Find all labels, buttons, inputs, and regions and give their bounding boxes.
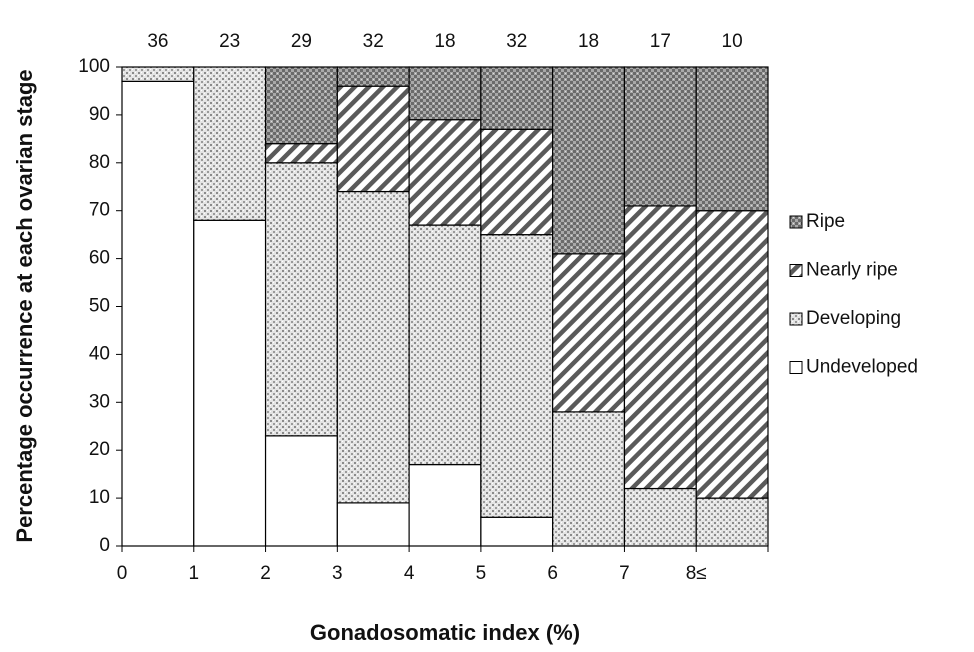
bar-segment: [264, 143, 338, 164]
x-tick-label: 8≤: [686, 563, 707, 584]
bar-segment: [264, 435, 338, 547]
y-tick-label: 80: [89, 152, 110, 173]
bar-segment: [408, 224, 482, 466]
bar-segment: [121, 80, 195, 547]
y-tick-label: 100: [78, 56, 110, 77]
y-tick-label: 20: [89, 439, 110, 460]
y-tick-label: 50: [89, 296, 110, 317]
bar-segment: [695, 66, 769, 212]
count-label: 32: [506, 31, 527, 52]
count-label: 17: [650, 31, 671, 52]
bar-segment: [552, 66, 626, 255]
bar-segment: [264, 66, 338, 145]
y-tick-label: 10: [89, 487, 110, 508]
count-label: 10: [722, 31, 743, 52]
bar-segment: [480, 66, 554, 130]
bar-segment: [193, 219, 267, 547]
legend-label: Developing: [806, 308, 901, 329]
bar-segment: [695, 497, 769, 547]
count-label: 18: [434, 31, 455, 52]
bar-segment: [552, 253, 626, 413]
bar-segment: [480, 234, 554, 518]
legend-label: Nearly ripe: [806, 260, 898, 281]
x-tick-label: 5: [476, 563, 487, 584]
x-tick-label: 3: [332, 563, 343, 584]
bar-segment: [480, 516, 554, 547]
bar-segment: [121, 66, 195, 82]
count-label: 18: [578, 31, 599, 52]
bar-segment: [623, 66, 697, 207]
bar-segment: [552, 411, 626, 547]
count-label: 23: [219, 31, 240, 52]
x-tick-label: 0: [117, 563, 128, 584]
legend-swatch: [789, 361, 803, 374]
bar-segment: [336, 66, 410, 87]
bar-segment: [408, 66, 482, 121]
bar-segment: [623, 205, 697, 490]
y-tick-label: 90: [89, 104, 110, 125]
y-tick-label: 60: [89, 248, 110, 269]
bar-segment: [480, 128, 554, 236]
x-tick-label: 4: [404, 563, 415, 584]
bar-segment: [408, 463, 482, 547]
y-tick-label: 0: [99, 535, 110, 556]
bar-segment: [264, 162, 338, 437]
y-axis-title: Percentage occurrence at each ovarian st…: [12, 69, 37, 542]
bar-segment: [408, 119, 482, 226]
y-tick-label: 30: [89, 391, 110, 412]
count-label: 32: [363, 31, 384, 52]
legend-label: Undeveloped: [806, 357, 918, 378]
x-tick-label: 1: [188, 563, 199, 584]
y-tick-label: 70: [89, 200, 110, 221]
bar-segment: [336, 502, 410, 547]
legend-label: Ripe: [806, 211, 845, 232]
legend-swatch: [789, 312, 803, 326]
x-tick-label: 2: [260, 563, 271, 584]
bar-segment: [623, 487, 697, 547]
bar-segment: [336, 85, 410, 193]
count-label: 36: [147, 31, 168, 52]
legend-swatch: [789, 264, 803, 277]
legend-swatch: [789, 215, 803, 229]
x-axis-title: Gonadosomatic index (%): [310, 620, 580, 645]
bar-segment: [695, 210, 769, 499]
y-tick-label: 40: [89, 343, 110, 364]
x-tick-label: 7: [619, 563, 630, 584]
x-tick-label: 6: [547, 563, 558, 584]
bar-segment: [193, 66, 267, 221]
count-label: 29: [291, 31, 312, 52]
bar-segment: [336, 190, 410, 504]
